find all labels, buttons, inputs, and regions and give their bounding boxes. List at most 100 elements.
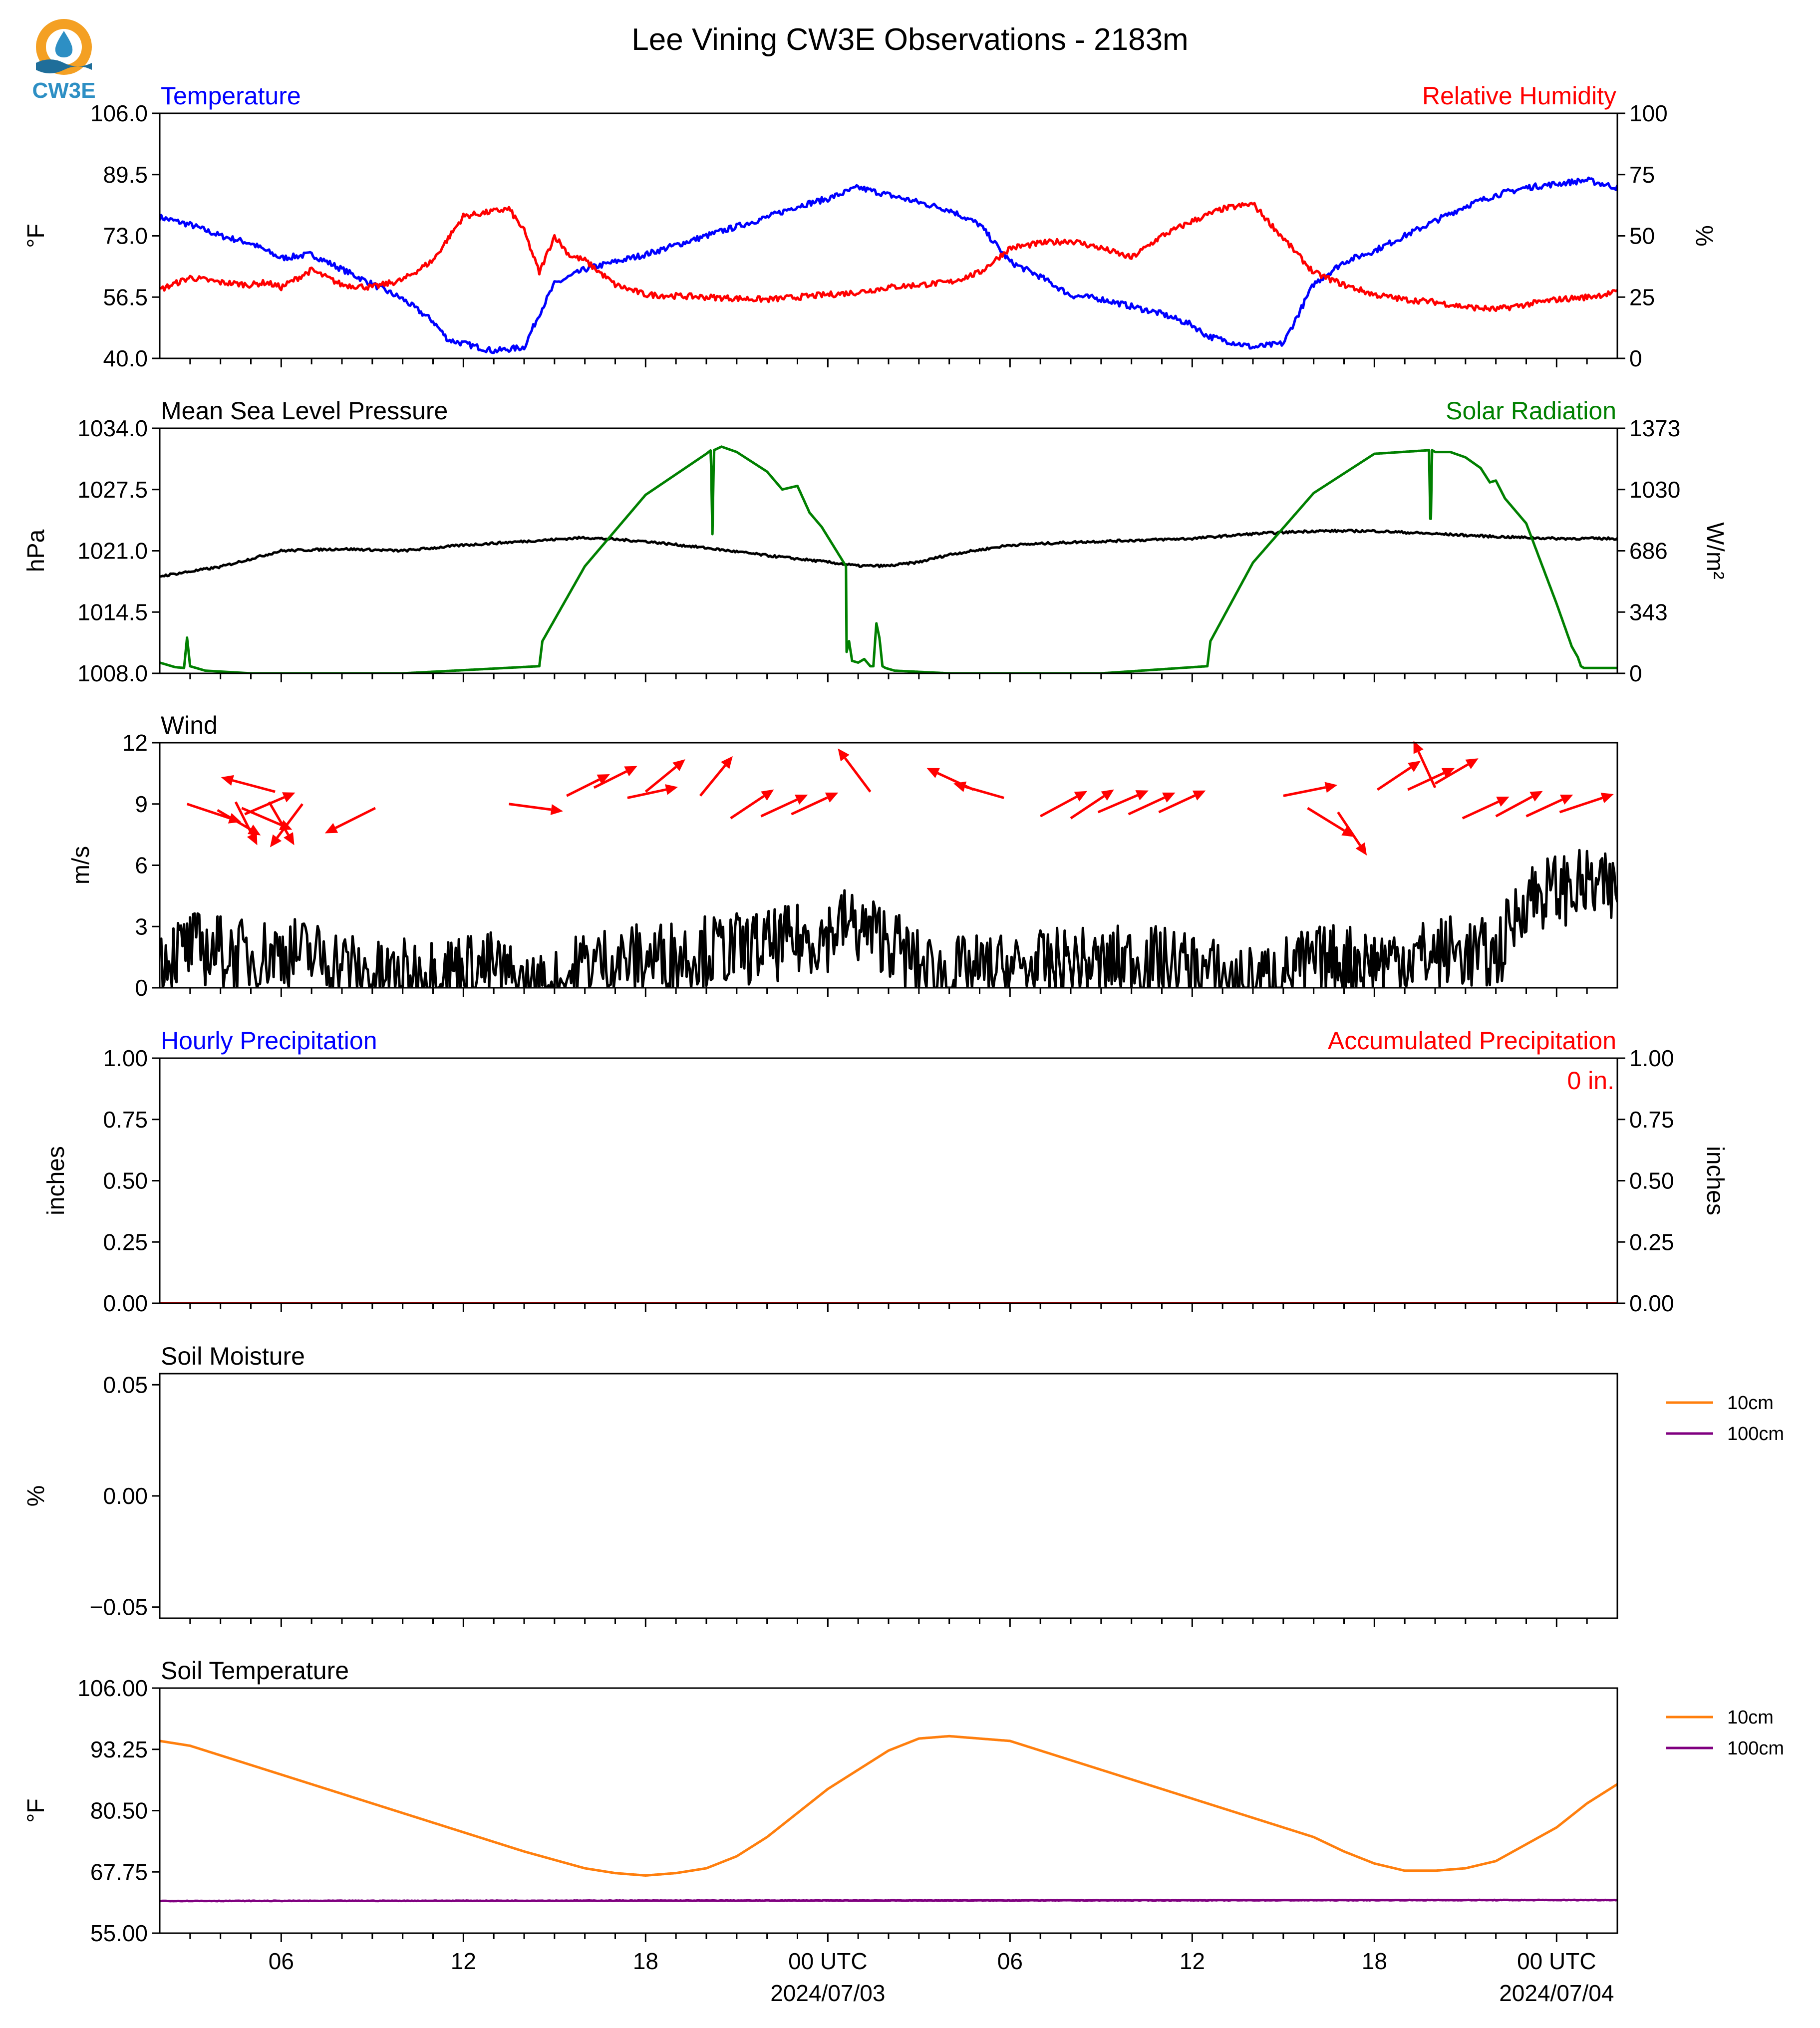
wind-arrow [1097,790,1149,814]
wind-arrow [1039,791,1088,818]
logo-drop-icon [55,31,73,57]
panel-soil-temperature: 106.00 93.25 80.50 67.75 55.00 Soil Temperatu… [23,1657,1784,1946]
wind-arrow [221,775,276,793]
y-tick-label: −0.05 [90,1594,148,1620]
wind-arrow [1525,794,1573,818]
series-group [160,1735,1617,1903]
plot-frame [159,1373,1618,1619]
y-right-tick-label: 0 [1629,660,1642,686]
x-tick-label: 06 [997,1948,1023,1974]
y-axis-label: °F [23,224,49,248]
wind-arrow [509,803,563,815]
wind-arrow [838,748,872,793]
legend-entry: 10cm [1727,1707,1774,1728]
y-tick-label: 106.0 [90,100,148,126]
y-axis-label: °F [23,1798,49,1823]
figure-title: Lee Vining CW3E Observations - 2183m [631,22,1188,57]
wind-arrow [1307,807,1355,837]
legend-entry: 100cm [1727,1738,1784,1759]
y-right-tick-label: 0.00 [1629,1290,1674,1316]
series-group [160,445,1617,673]
y-right-axis-label: inches [1702,1146,1728,1215]
y-right-tick-label: 25 [1629,284,1655,310]
wind-arrow [699,756,733,797]
y-axis-label: hPa [23,529,49,572]
y-tick-label: 0.00 [103,1483,148,1509]
y-right-tick-label: 50 [1629,223,1655,249]
wind-arrow [1283,782,1338,797]
cw3e-logo: CW3E [32,19,96,103]
x-date-label: 2024/07/03 [770,1980,885,2006]
y-axis-label: % [23,1485,49,1507]
y-tick-label: 0.75 [103,1107,148,1133]
series-line-100cm [160,1898,1617,1903]
wind-arrows [186,741,1614,856]
wind-arrow [730,789,774,820]
legend-entry: 100cm [1727,1424,1784,1445]
y-tick-label: 1.00 [103,1045,148,1071]
y-tick-label: 6 [135,853,148,878]
series-line-temperature [160,176,1617,354]
time-axis-labels: 06 12 18 00 UTC 2024/07/03 06 12 18 00 UTC 2024/0… [269,1948,1614,2006]
y-right-tick-label: 0 [1629,345,1642,371]
panel-hourly-precipitation: 1.00 0.75 0.50 0.25 0.00 1.00 0.75 0.50 0.25 0.00… [43,1027,1728,1316]
y-right-axis-label: W/m² [1702,522,1728,579]
wind-arrow [953,781,1004,799]
wind-arrow [1559,793,1614,814]
y-right-tick-label: 686 [1629,538,1668,564]
wind-arrow [1337,811,1367,856]
y-tick-label: 89.5 [103,162,148,188]
wind-arrow [593,766,637,789]
wind-arrow [1495,791,1543,818]
y-tick-label: 0.00 [103,1290,148,1316]
y-right-tick-label: 100 [1629,100,1668,126]
y-tick-label: 1034.0 [77,415,148,441]
plot-frame [159,112,1618,359]
plot-frame [159,1687,1618,1934]
wind-arrow [1413,741,1437,789]
wind-arrow [1128,792,1176,816]
wind-arrow [268,801,295,846]
wind-arrow [1434,758,1479,785]
wind-arrow [760,794,808,818]
y-tick-label: 3 [135,913,148,939]
y-right-tick-label: 1.00 [1629,1045,1674,1071]
y-right-tick-label: 75 [1629,162,1655,188]
wind-arrow [270,803,303,848]
panel-title-right: Relative Humidity [1422,82,1616,110]
panel-title: Hourly Precipitation [161,1027,377,1055]
wind-arrow [791,792,839,816]
x-tick-label: 00 UTC [788,1948,867,1974]
x-tick-label: 18 [633,1948,658,1974]
series-group [160,176,1617,354]
series-line-10cm [160,1735,1617,1877]
y-right-tick-label: 0.50 [1629,1168,1674,1194]
x-tick-label: 06 [269,1948,294,1974]
y-tick-label: 106.00 [77,1675,148,1701]
wind-arrow [1377,761,1421,791]
series-line-mean-sea-level-pressure [160,529,1617,578]
y-tick-label: 0.50 [103,1168,148,1194]
y-tick-label: 12 [122,730,148,756]
plot-frame [159,1057,1618,1304]
x-tick-label: 12 [451,1948,476,1974]
y-tick-label: 67.75 [90,1859,148,1885]
x-tick-label: 12 [1180,1948,1205,1974]
y-tick-label: 0.05 [103,1372,148,1398]
legend-entry: 10cm [1727,1393,1774,1414]
panel-wind: 12 9 6 3 0 Wind m/s [68,711,1618,1001]
y-tick-label: 93.25 [90,1737,148,1762]
y-tick-label: 80.50 [90,1798,148,1824]
x-tick-label: 00 UTC [1517,1948,1596,1974]
panel-title: Temperature [161,82,301,110]
y-tick-label: 1021.0 [77,538,148,564]
panel-title: Wind [161,711,218,739]
panels: 106.0 89.5 73.0 56.5 40.0 100 75 50 25 0 Temperatu… [23,82,1784,1946]
wind-arrow [627,784,678,799]
series-line-solar-radiation [160,445,1617,673]
x-date-label: 2024/07/04 [1499,1980,1614,2006]
panel-temperature: 106.0 89.5 73.0 56.5 40.0 100 75 50 25 0 Temperatu… [23,82,1717,371]
wind-arrow [1462,797,1510,820]
panel-title: Soil Temperature [161,1657,349,1685]
y-axis-label: inches [43,1146,69,1215]
